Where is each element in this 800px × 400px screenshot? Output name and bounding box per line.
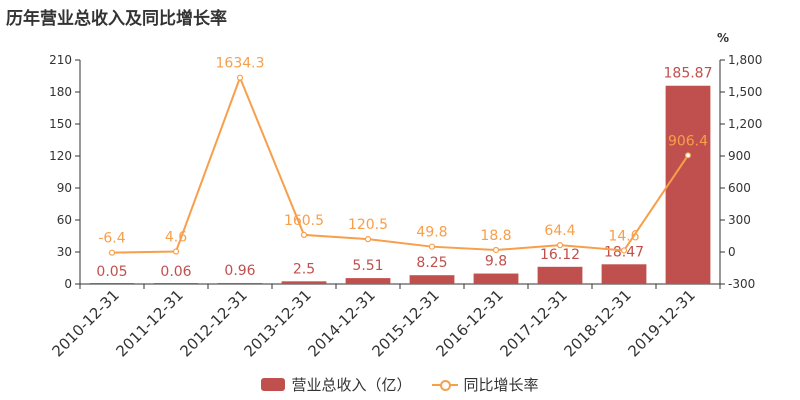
y-right-tick-label: 1,200 (728, 117, 762, 131)
growth-line (111, 74, 689, 254)
x-tick-label: 2018-12-31 (560, 286, 634, 360)
growth-value-label: 64.4 (544, 223, 575, 239)
y-right-tick-label: 900 (728, 149, 751, 163)
bar (665, 85, 711, 284)
y-left-tick-label: 30 (57, 245, 72, 259)
x-tick-label: 2014-12-31 (304, 286, 378, 360)
legend-label-revenue: 营业总收入（亿） (291, 376, 412, 394)
growth-value-label: 49.8 (416, 225, 447, 241)
growth-point (620, 247, 628, 254)
growth-point (236, 74, 244, 81)
growth-value-label: 160.5 (284, 213, 324, 229)
bar-value-label: 0.05 (96, 264, 127, 280)
growth-point (492, 246, 500, 254)
bar (281, 281, 327, 284)
growth-point (556, 242, 564, 249)
bar-value-label: 9.8 (485, 254, 507, 270)
legend-item-growth[interactable]: 同比增长率 (431, 374, 539, 395)
y-left-tick-label: 90 (57, 181, 72, 195)
bar (473, 273, 519, 284)
growth-value-label: -6.4 (98, 231, 125, 247)
legend-item-revenue[interactable]: 营业总收入（亿） (261, 374, 412, 395)
y-left-tick-label: 210 (49, 53, 72, 67)
y-right-unit: % (717, 31, 729, 45)
growth-value-label: 18.8 (480, 228, 511, 244)
y-right-tick-label: 300 (728, 213, 751, 227)
growth-point (108, 249, 116, 256)
y-left-tick-label: 150 (49, 117, 72, 131)
growth-point (172, 248, 180, 255)
y-left-tick-label: 120 (49, 149, 72, 163)
bar (345, 278, 391, 284)
x-tick-label: 2010-12-31 (48, 286, 122, 360)
growth-point (684, 152, 692, 159)
y-right-tick-label: 1,800 (728, 53, 762, 67)
bar-value-label: 185.87 (664, 66, 713, 82)
y-left-tick-label: 180 (49, 85, 72, 99)
bar-value-label: 0.96 (224, 263, 255, 279)
y-left-tick-label: 60 (57, 213, 72, 227)
bar (217, 282, 263, 284)
bar-value-label: 2.5 (293, 261, 315, 277)
growth-point (428, 243, 436, 250)
y-right-tick-label: -300 (728, 277, 755, 291)
growth-value-label: 1634.3 (216, 56, 265, 72)
bar-value-label: 8.25 (416, 255, 447, 271)
x-tick-label: 2011-12-31 (112, 286, 186, 360)
bar-value-label: 0.06 (160, 264, 191, 280)
bar-value-label: 16.12 (540, 247, 580, 263)
y-right-tick-label: 0 (728, 245, 736, 259)
x-tick-label: 2013-12-31 (240, 286, 314, 360)
growth-value-label: 120.5 (348, 217, 388, 233)
growth-point (364, 236, 372, 243)
bar (601, 264, 647, 284)
legend-swatch-bar (261, 378, 286, 391)
chart-title: 历年营业总收入及同比增长率 (6, 9, 227, 29)
growth-value-label: 906.4 (668, 133, 708, 149)
growth-point (300, 231, 308, 238)
legend-swatch-line (431, 378, 458, 392)
y-right-tick-label: 600 (728, 181, 751, 195)
growth-value-label: 4.6 (165, 230, 187, 246)
x-tick-label: 2015-12-31 (368, 286, 442, 360)
bar (409, 275, 455, 284)
bar-value-label: 5.51 (352, 258, 383, 274)
growth-value-label: 14.6 (608, 228, 639, 244)
x-tick-label: 2019-12-31 (624, 286, 698, 360)
bar (537, 266, 583, 284)
legend-label-growth: 同比增长率 (463, 376, 539, 394)
legend: 营业总收入（亿） 同比增长率 (0, 374, 800, 395)
y-left-tick-label: 0 (64, 277, 72, 291)
x-tick-label: 2012-12-31 (176, 286, 250, 360)
bar (89, 283, 135, 284)
y-right-tick-label: 1,500 (728, 85, 762, 99)
x-tick-label: 2017-12-31 (496, 286, 570, 360)
bar (153, 283, 199, 284)
x-tick-label: 2016-12-31 (432, 286, 506, 360)
